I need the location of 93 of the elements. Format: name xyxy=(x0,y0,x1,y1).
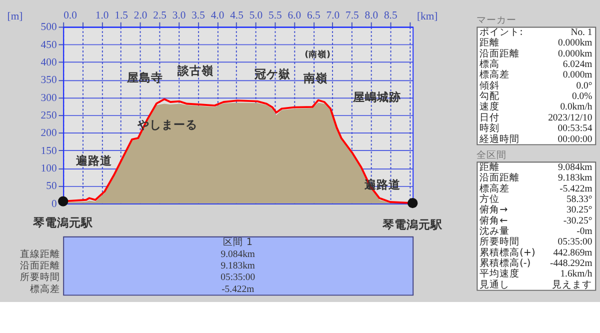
text: 所要時間 xyxy=(480,236,520,248)
text: 所要時間 xyxy=(20,271,60,284)
x-tick-label: 0.0 xyxy=(64,9,77,22)
annotation: 琴電潟元駅 xyxy=(382,217,444,232)
text: 1.6km/h xyxy=(560,268,592,280)
text: 00:00:00 xyxy=(558,134,592,145)
text: -448.292m xyxy=(550,258,593,270)
text: 9.183km xyxy=(558,172,593,184)
text: 速度 xyxy=(480,100,500,113)
y-tick-label: 400 xyxy=(40,56,57,68)
text: 6.024m xyxy=(562,59,593,70)
y-tick-label: 50 xyxy=(46,180,57,192)
y-tick-label: 250 xyxy=(40,109,57,122)
annotation: (南嶺) xyxy=(304,49,331,60)
text: 見通し xyxy=(480,278,510,290)
annotation: 談古嶺 xyxy=(176,63,214,78)
text: 沿面距離 xyxy=(480,47,520,60)
x-axis-title: [km] xyxy=(416,10,438,22)
text: 0.0% xyxy=(572,91,592,102)
text: 平均速度 xyxy=(480,268,520,280)
text: マーカー xyxy=(476,14,517,26)
text: 距離 xyxy=(480,36,500,49)
x-tick-label: 5.0 xyxy=(249,9,263,22)
text: 直線距離 xyxy=(20,248,60,260)
x-tick-label: 4.5 xyxy=(230,9,244,22)
text: 0.0° xyxy=(576,80,592,92)
annotation: 琴電潟元駅 xyxy=(32,216,94,230)
text: -5.422m xyxy=(222,284,255,295)
text: -0m xyxy=(576,226,593,238)
text: 経過時間 xyxy=(478,132,520,145)
text: 05:35:00 xyxy=(558,236,592,248)
text: 勾配 xyxy=(480,90,500,102)
text: 累積標高(-) xyxy=(480,257,531,270)
text: 0.000km xyxy=(558,38,593,49)
text: 0.0km/h xyxy=(560,102,592,113)
text: No. 1 xyxy=(570,26,592,38)
x-tick-label: 3.5 xyxy=(192,9,205,22)
text: ポイント: xyxy=(480,26,523,38)
text: 沿面距離 xyxy=(20,259,60,272)
x-tick-label: 3.0 xyxy=(172,9,186,22)
y-tick-label: 450 xyxy=(40,38,57,51)
text: 傾斜 xyxy=(480,79,500,92)
annotation: 遍路道 xyxy=(76,154,114,168)
text: 00:53:54 xyxy=(558,123,592,134)
text: 0.000m xyxy=(562,70,593,81)
text: 0.000km xyxy=(558,48,593,60)
text: 30.25° xyxy=(566,204,592,216)
text: 2023/12/10 xyxy=(548,112,592,124)
text: 9.084km xyxy=(558,162,593,173)
text: 日付 xyxy=(480,112,500,124)
x-tick-label: 7.5 xyxy=(345,9,359,22)
text: 9.183km xyxy=(220,260,256,272)
y-tick-label: 200 xyxy=(40,127,57,140)
text: 見えます xyxy=(552,279,592,290)
x-tick-label: 4.0 xyxy=(210,9,224,22)
text: 全区間 xyxy=(476,148,507,161)
text: 58.33° xyxy=(566,194,592,205)
x-tick-label: 2.5 xyxy=(153,9,166,22)
x-tick-label: 1.5 xyxy=(114,9,128,22)
text: 沈み量 xyxy=(480,225,510,238)
x-tick-label: 8.0 xyxy=(364,9,378,22)
text: 区間 1 xyxy=(223,237,252,248)
x-tick-label: 8.5 xyxy=(384,9,398,22)
text: 時刻 xyxy=(480,122,500,134)
y-axis-title: [m] xyxy=(7,10,23,22)
text: 累積標高(+) xyxy=(480,246,536,258)
x-tick-label: 1.0 xyxy=(95,9,109,22)
text: 9.084km xyxy=(220,248,256,260)
text: 標高差 xyxy=(480,182,510,194)
text: -5.422m xyxy=(560,183,593,194)
x-tick-label: 6.0 xyxy=(288,9,302,22)
x-tick-label: 6.5 xyxy=(307,9,320,22)
text: 標高差 xyxy=(30,282,60,295)
y-tick-label: 150 xyxy=(40,144,57,157)
y-tick-label: 300 xyxy=(40,92,57,104)
text: 05:35:00 xyxy=(220,272,256,284)
x-tick-label: 7.0 xyxy=(326,9,340,22)
y-tick-label: 350 xyxy=(40,74,57,86)
annotation: 冠ケ嶽 xyxy=(253,67,292,82)
text: 標高差 xyxy=(480,68,510,81)
y-tick-label: 100 xyxy=(40,162,57,174)
text: 俯角← xyxy=(480,214,508,226)
text: 俯角→ xyxy=(480,204,508,216)
text: 標高 xyxy=(480,58,500,70)
y-tick-label: 0 xyxy=(51,198,57,210)
text: 442.869m xyxy=(553,247,593,258)
text: -30.25° xyxy=(563,215,592,226)
text: 距離 xyxy=(480,160,500,173)
x-tick-label: 2.0 xyxy=(134,9,148,22)
text: 方位 xyxy=(480,192,500,205)
x-tick-label: 5.5 xyxy=(268,9,282,22)
y-tick-label: 500 xyxy=(40,21,57,34)
text: 沿面距離 xyxy=(480,172,520,184)
